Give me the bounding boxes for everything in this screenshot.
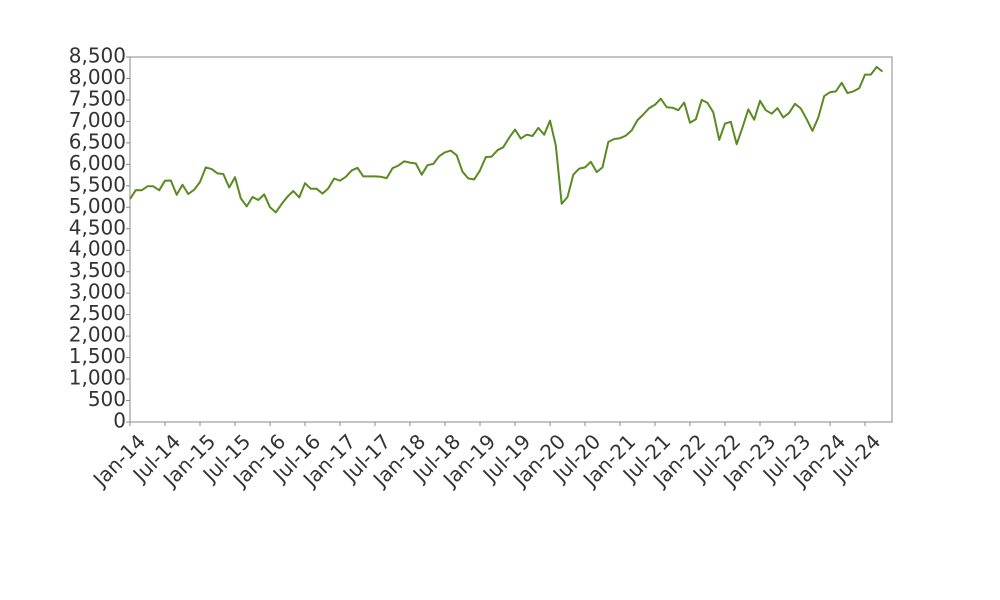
plot-frame [129,56,893,423]
y-tick-label: 7,000 [69,108,126,132]
y-tick-label: 4,000 [69,237,126,261]
y-tick-label: 1,000 [69,366,126,390]
y-tick-label: 8,500 [69,44,126,68]
y-tick-label: 6,000 [69,151,126,175]
y-tick-label: 500 [88,387,126,411]
line [129,65,884,214]
y-tick-label: 4,500 [69,215,126,239]
y-tick-label: 6,500 [69,129,126,153]
y-tick-label: 5,500 [69,172,126,196]
y-tick-label: 0 [113,409,126,433]
y-tick-label: 2,000 [69,323,126,347]
y-tick-label: 8,000 [69,65,126,89]
y-tick-label: 7,500 [69,86,126,110]
y-tick-label: 3,000 [69,280,126,304]
y-tick-label: 2,500 [69,301,126,325]
y-tick-label: 1,500 [69,344,126,368]
y-tick-label: 3,500 [69,258,126,282]
y-tick-label: 5,000 [69,194,126,218]
